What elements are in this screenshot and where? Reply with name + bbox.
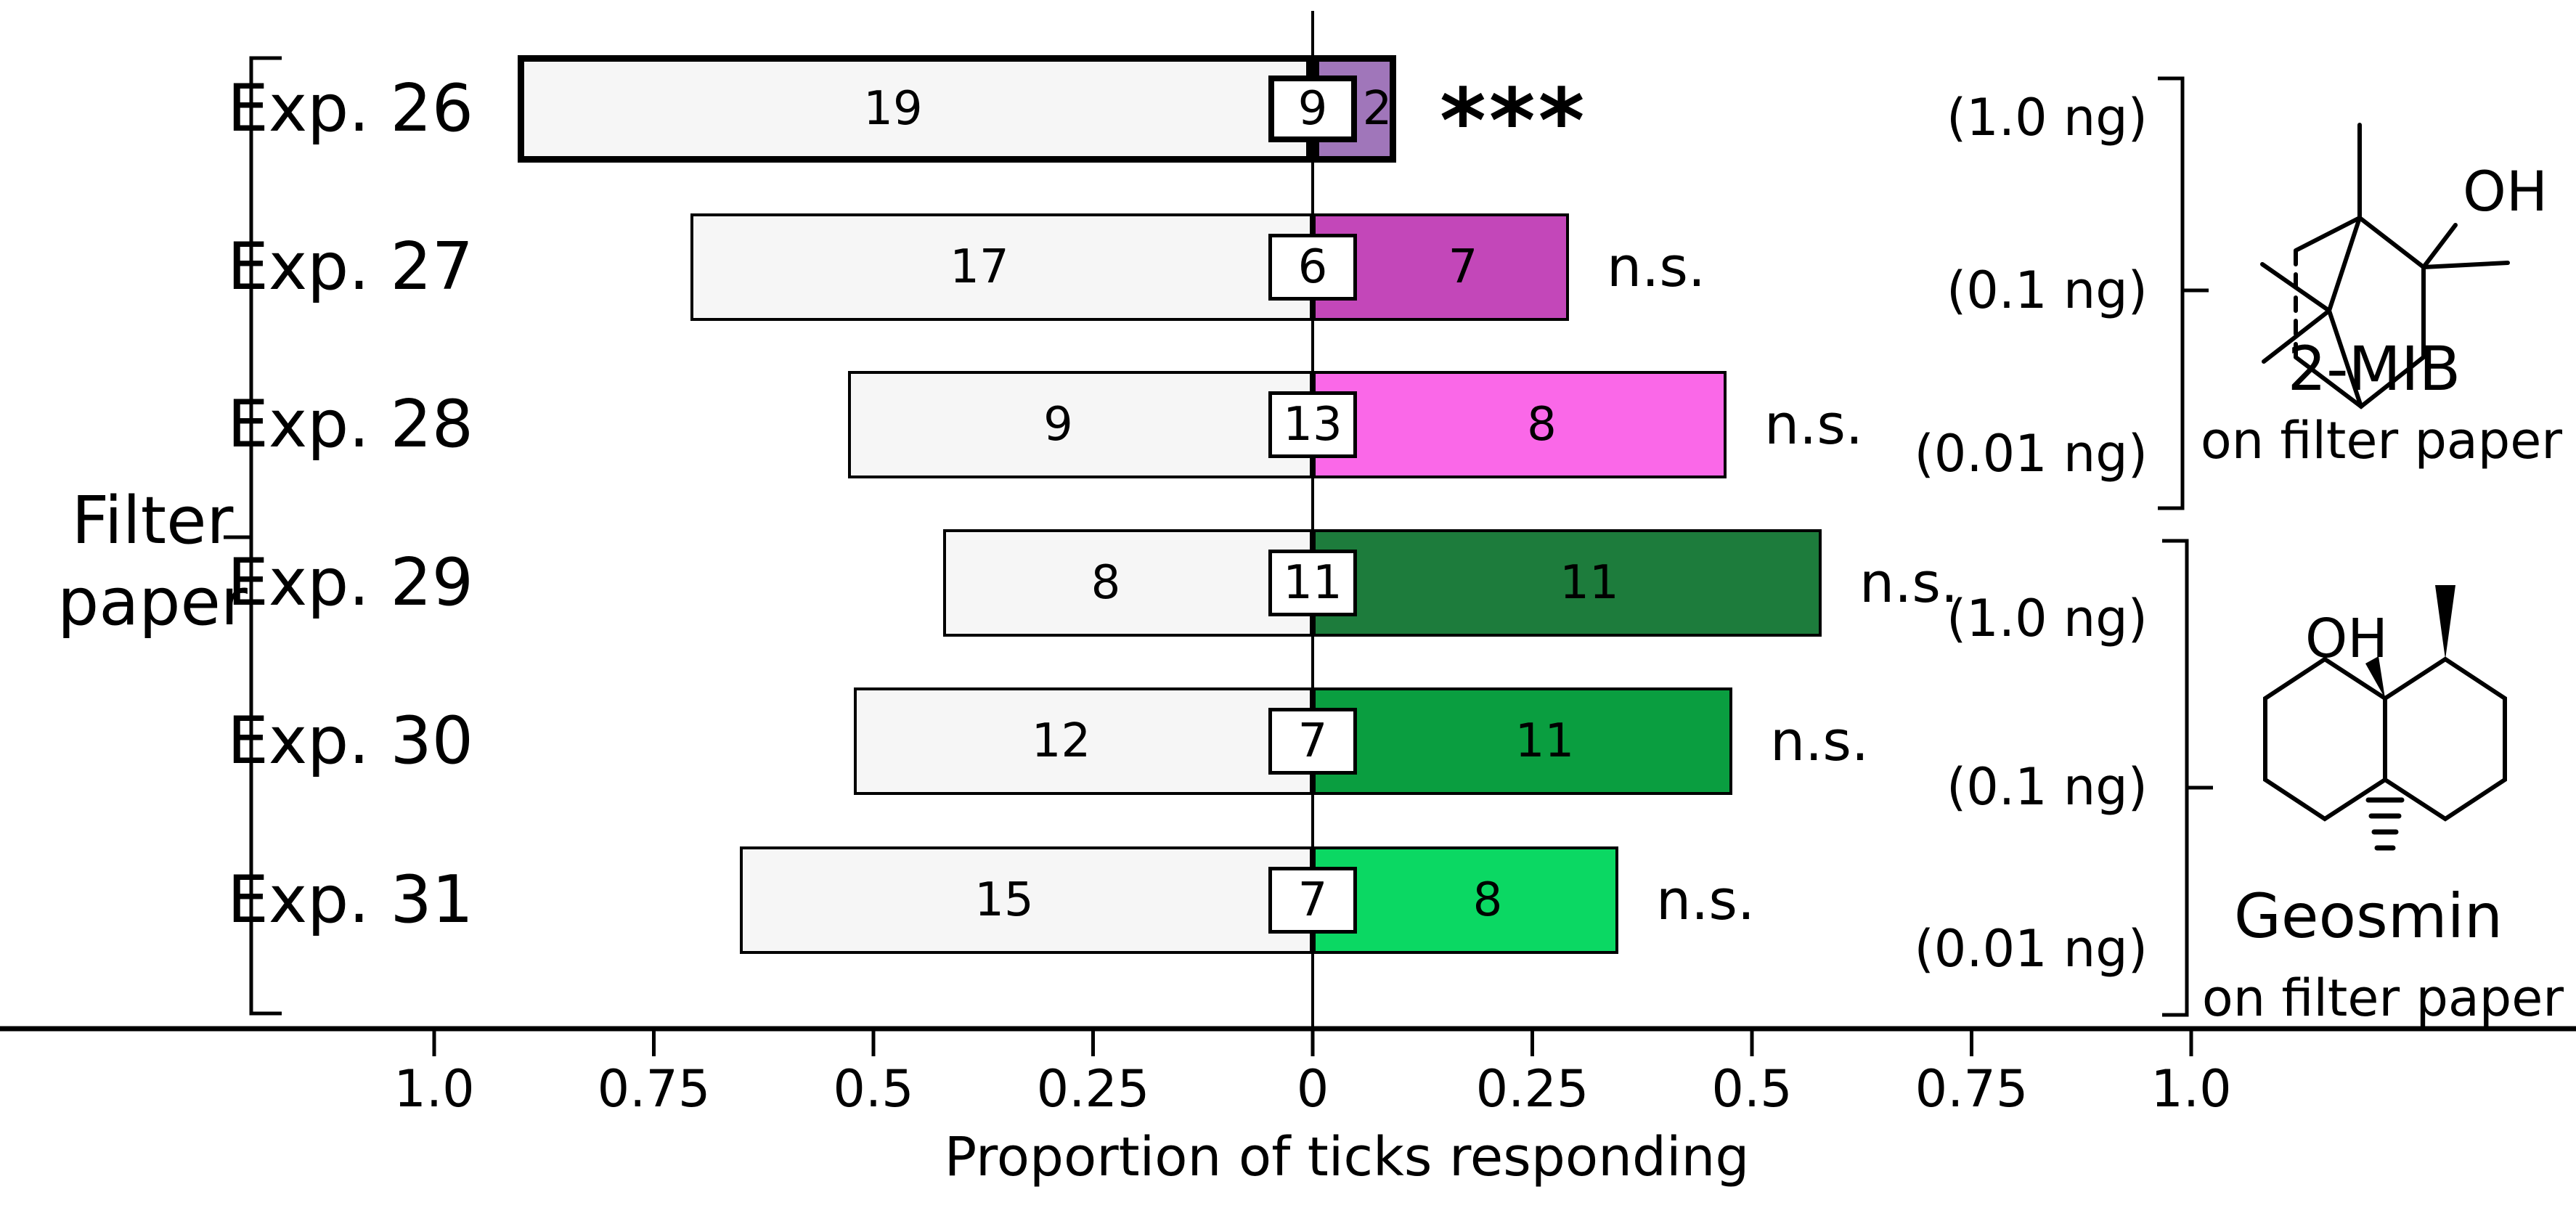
row-label: Exp. 30 [227, 703, 473, 779]
dose-label: (0.1 ng) [1947, 261, 2148, 320]
x-axis-tick-label: 0.75 [597, 1059, 711, 1119]
left-bar-count: 19 [863, 82, 923, 136]
dose-label: (0.1 ng) [1947, 757, 2148, 817]
left-bar-count: 8 [1091, 556, 1121, 610]
right-bar-count: 11 [1515, 714, 1575, 768]
row-label: Exp. 28 [227, 386, 473, 462]
svg-text:OH: OH [2463, 159, 2548, 224]
left-bar [854, 687, 1313, 795]
left-bar [848, 371, 1313, 478]
2-mib-dose-bracket [2158, 76, 2209, 510]
x-axis-tick-label: 0.25 [1475, 1059, 1589, 1119]
dose-label: (0.01 ng) [1914, 919, 2148, 979]
no-choice-box [1268, 708, 1357, 775]
right-bar-count: 8 [1527, 398, 1557, 452]
row-label: Exp. 29 [227, 544, 473, 621]
left-bar [518, 55, 1313, 163]
no-choice-count: 9 [1297, 82, 1328, 136]
row-label: Exp. 31 [227, 862, 473, 938]
left-bar [740, 846, 1313, 954]
significance-label: n.s. [1770, 709, 1870, 773]
no-choice-box [1268, 550, 1357, 616]
significance-label: n.s. [1607, 234, 1706, 299]
x-axis-tickmarks [432, 1029, 2193, 1056]
x-axis-title: Proportion of ticks responding [944, 1126, 1750, 1188]
x-axis-tick-label: 0 [1296, 1059, 1329, 1119]
right-bar-count: 11 [1560, 556, 1619, 610]
left-bar-count: 15 [974, 873, 1034, 927]
svg-text:OH: OH [2305, 608, 2388, 670]
right-bar [1313, 529, 1822, 637]
no-choice-count: 6 [1297, 240, 1328, 294]
no-choice-box [1268, 234, 1357, 301]
significance-label: n.s. [1656, 868, 1756, 932]
dose-label: (0.01 ng) [1914, 424, 2148, 483]
right-bar [1313, 371, 1727, 478]
no-choice-count: 7 [1297, 873, 1328, 927]
right-bar [1313, 846, 1618, 954]
2-mib-structure: OH [2260, 123, 2548, 409]
filter-paper-group-label: Filter paper [29, 481, 276, 643]
x-axis-tick-label: 0.5 [1711, 1059, 1793, 1119]
no-choice-count: 7 [1297, 714, 1328, 768]
no-choice-count: 11 [1283, 556, 1342, 610]
no-choice-box [1268, 76, 1357, 142]
right-bar-count: 2 [1362, 82, 1393, 136]
row-label: Exp. 27 [227, 229, 473, 305]
no-choice-box [1268, 867, 1357, 934]
compound-name-2mib: 2-MIB [2287, 333, 2461, 404]
filter-paper-label-line2: paper [57, 564, 248, 640]
filter-paper-bracket [224, 56, 282, 1016]
geosmin-dose-bracket [2162, 539, 2213, 1017]
significance-label: n.s. [1764, 392, 1864, 457]
x-axis-tick-label: 1.0 [394, 1059, 475, 1119]
right-bar [1313, 687, 1732, 795]
no-choice-box [1268, 391, 1357, 458]
x-axis-tick-label: 0.5 [833, 1059, 914, 1119]
compound-name-geosmin: Geosmin [2233, 881, 2503, 952]
x-axis-tick-label: 0.75 [1915, 1059, 2029, 1119]
right-bar-count: 7 [1448, 240, 1478, 294]
compound-subtitle-geosmin: on filter paper [2201, 968, 2564, 1028]
row-label: Exp. 26 [227, 70, 473, 147]
right-bar-count: 8 [1472, 873, 1503, 927]
compound-subtitle-2mib: on filter paper [2200, 411, 2563, 470]
significance-stars: *** [1440, 70, 1588, 173]
no-choice-count: 13 [1283, 398, 1342, 452]
left-bar-count: 17 [950, 240, 1009, 294]
filter-paper-label-line1: Filter [71, 483, 234, 559]
x-axis-tick-label: 0.25 [1036, 1059, 1150, 1119]
geosmin-dashed-methyl [2365, 797, 2405, 851]
left-bar [943, 529, 1313, 637]
geosmin-structure: OH [2263, 585, 2507, 851]
left-bar-count: 9 [1043, 398, 1073, 452]
dose-label: (1.0 ng) [1947, 589, 2148, 648]
left-bar-count: 12 [1031, 714, 1091, 768]
significance-label: n.s. [1859, 550, 1959, 615]
dose-label: (1.0 ng) [1947, 88, 2148, 147]
left-bar [690, 213, 1313, 321]
x-axis-tick-label: 1.0 [2151, 1059, 2232, 1119]
